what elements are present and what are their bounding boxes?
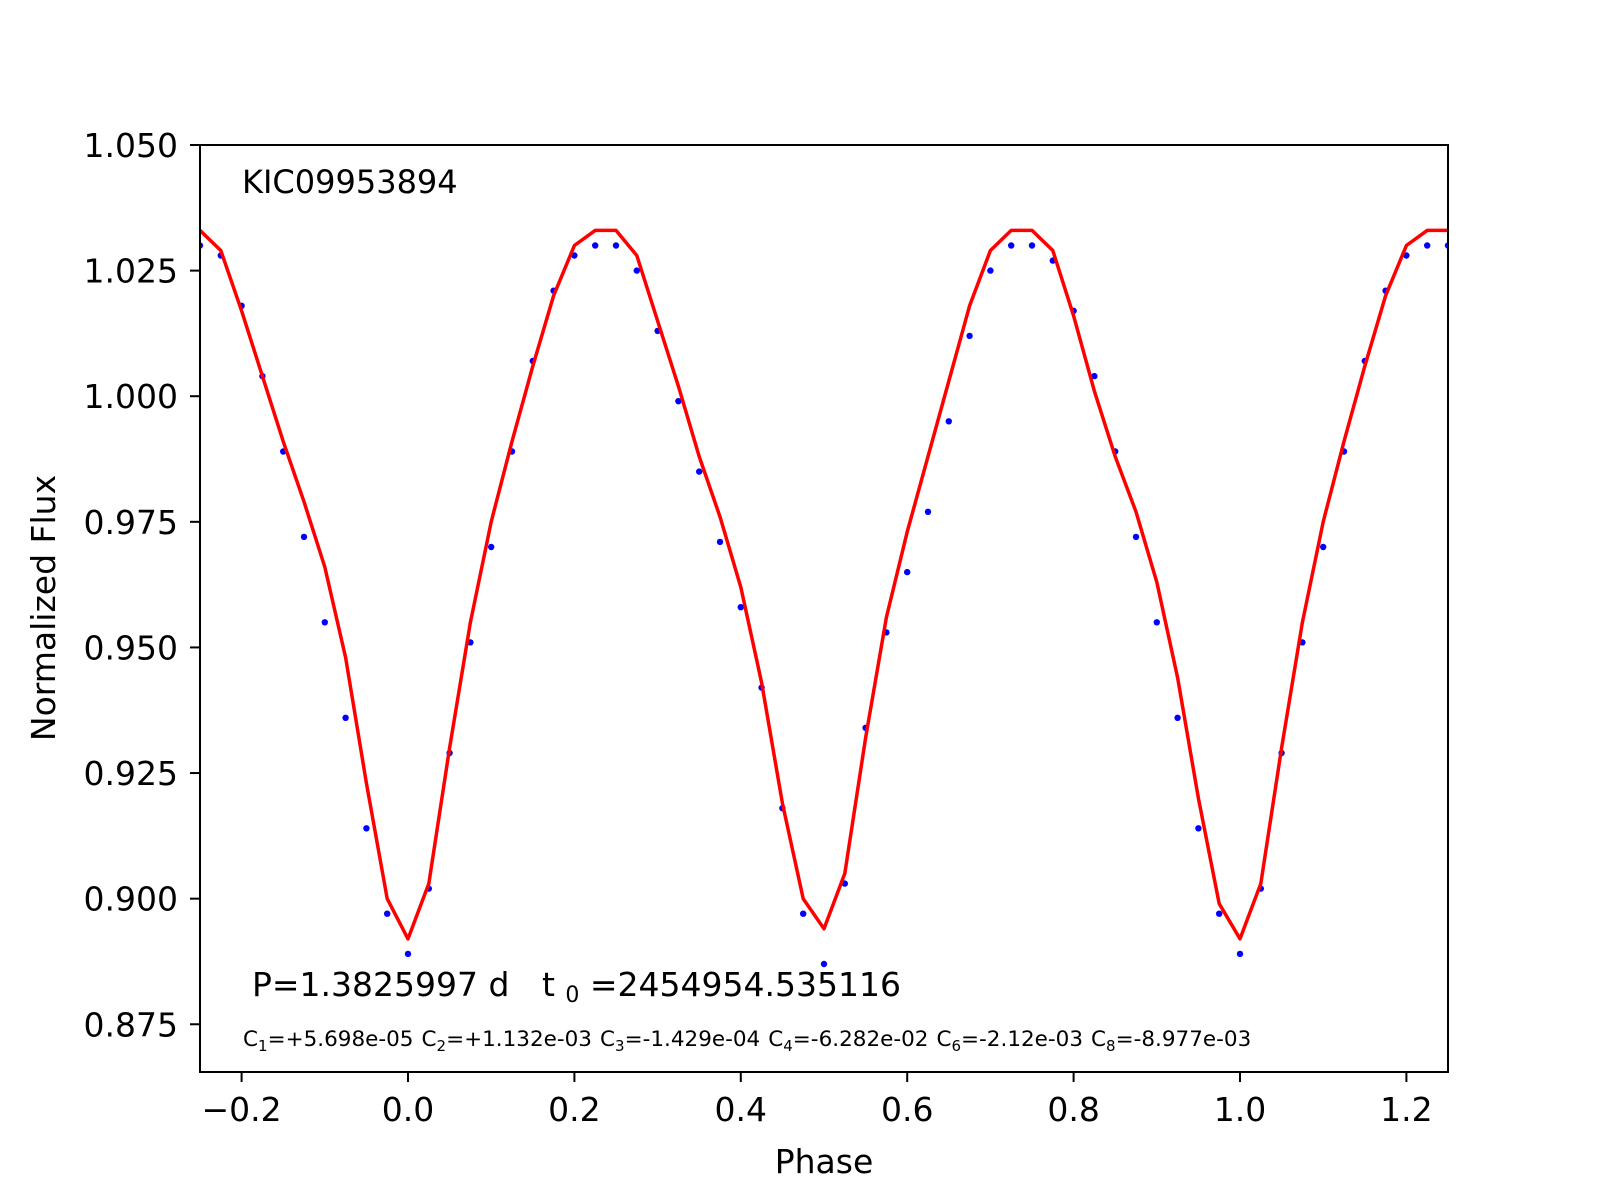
flux-point	[633, 267, 640, 274]
flux-point	[737, 604, 744, 611]
x-tick-label: 0.6	[881, 1090, 933, 1129]
coef-subscript: 1	[258, 1037, 268, 1055]
y-tick-label: 1.000	[84, 377, 178, 416]
t0-prefix: t	[542, 965, 555, 1004]
plot-frame	[199, 144, 1449, 1073]
x-axis-label: Phase	[775, 1142, 874, 1181]
coef-subscript: 8	[1106, 1037, 1116, 1055]
period-label: P=1.3825997 d	[252, 965, 509, 1004]
flux-point	[342, 714, 349, 721]
flux-point	[1153, 619, 1161, 626]
coef-value: =-2.12e-03	[961, 1027, 1083, 1052]
flux-point	[363, 825, 370, 832]
coef-subscript: 2	[437, 1037, 447, 1055]
coef-symbol: C	[600, 1027, 615, 1052]
coef-symbol: C	[243, 1027, 258, 1052]
flux-point	[924, 508, 932, 515]
flux-point	[300, 533, 308, 541]
x-tick-label: −0.2	[202, 1090, 282, 1129]
x-tick-label: 0.4	[715, 1090, 767, 1129]
coef-value: =-1.429e-04	[625, 1027, 761, 1052]
t0-subscript: 0	[565, 983, 579, 1008]
flux-point	[612, 242, 620, 249]
flux-point	[675, 398, 682, 405]
plot-data-layer	[200, 228, 1448, 968]
coef-value: =-8.977e-03	[1116, 1027, 1252, 1052]
coefficients-annotation: C1=+5.698e-05 C2=+1.132e-03 C3=-1.429e-04 C…	[243, 1027, 1251, 1055]
coef-symbol: C	[768, 1027, 783, 1052]
flux-point	[488, 543, 495, 551]
y-tick-label: 0.950	[84, 628, 178, 667]
y-tick-label: 1.050	[84, 126, 178, 165]
flux-point	[1008, 242, 1015, 249]
t0-value: =2454954.535116	[590, 965, 901, 1004]
flux-point	[1174, 714, 1181, 721]
coef-subscript: 3	[615, 1037, 625, 1055]
flux-point	[1195, 825, 1202, 832]
flux-point	[404, 950, 412, 958]
y-tick-label: 1.025	[84, 252, 178, 291]
flux-point	[904, 568, 911, 576]
coef-symbol: C	[1091, 1027, 1106, 1052]
flux-point	[1132, 533, 1140, 541]
flux-point	[820, 960, 828, 968]
flux-point	[966, 332, 973, 340]
y-tick-label: 0.875	[84, 1005, 178, 1044]
y-axis-label: Normalized Flux	[24, 475, 63, 741]
flux-point	[987, 267, 994, 274]
y-axis: 0.875 0.900 0.925 0.950 0.975 1.000 1.025 1.050	[84, 126, 200, 1044]
y-tick-label: 0.975	[84, 503, 178, 542]
coef-subscript: 4	[783, 1037, 793, 1055]
flux-point	[1216, 910, 1223, 917]
x-axis: −0.2 0.0 0.2 0.4 0.6 0.8 1.0 1.2	[202, 1072, 1433, 1129]
flux-point	[1320, 543, 1327, 551]
coef-subscript: 6	[951, 1037, 961, 1055]
object-label: KIC09953894	[242, 163, 458, 201]
x-tick-label: 0.8	[1047, 1090, 1099, 1129]
flux-point	[945, 418, 952, 425]
flux-point	[384, 910, 391, 917]
y-tick-label: 0.925	[84, 754, 178, 793]
x-tick-label: 0.2	[548, 1090, 600, 1129]
y-tick-label: 0.900	[84, 880, 178, 919]
coef-value: =+5.698e-05	[268, 1027, 414, 1052]
flux-point	[716, 538, 724, 546]
flux-point	[1424, 242, 1431, 249]
flux-point	[800, 910, 807, 917]
coef-symbol: C	[422, 1027, 437, 1052]
coef-value: =+1.132e-03	[446, 1027, 592, 1052]
flux-point	[1028, 242, 1036, 249]
coef-value: =-6.282e-02	[793, 1027, 929, 1052]
flux-point	[696, 468, 703, 475]
flux-point	[592, 242, 599, 249]
flux-point	[321, 619, 328, 626]
flux-point	[1236, 950, 1244, 958]
x-tick-label: 1.2	[1380, 1090, 1432, 1129]
coef-symbol: C	[936, 1027, 951, 1052]
flux-point	[1091, 372, 1098, 380]
period-t0-annotation: P=1.3825997 d t 0 =2454954.535116	[252, 965, 901, 1010]
x-tick-label: 0.0	[382, 1090, 434, 1129]
x-tick-label: 1.0	[1214, 1090, 1266, 1129]
model-fit-line	[200, 228, 1448, 941]
